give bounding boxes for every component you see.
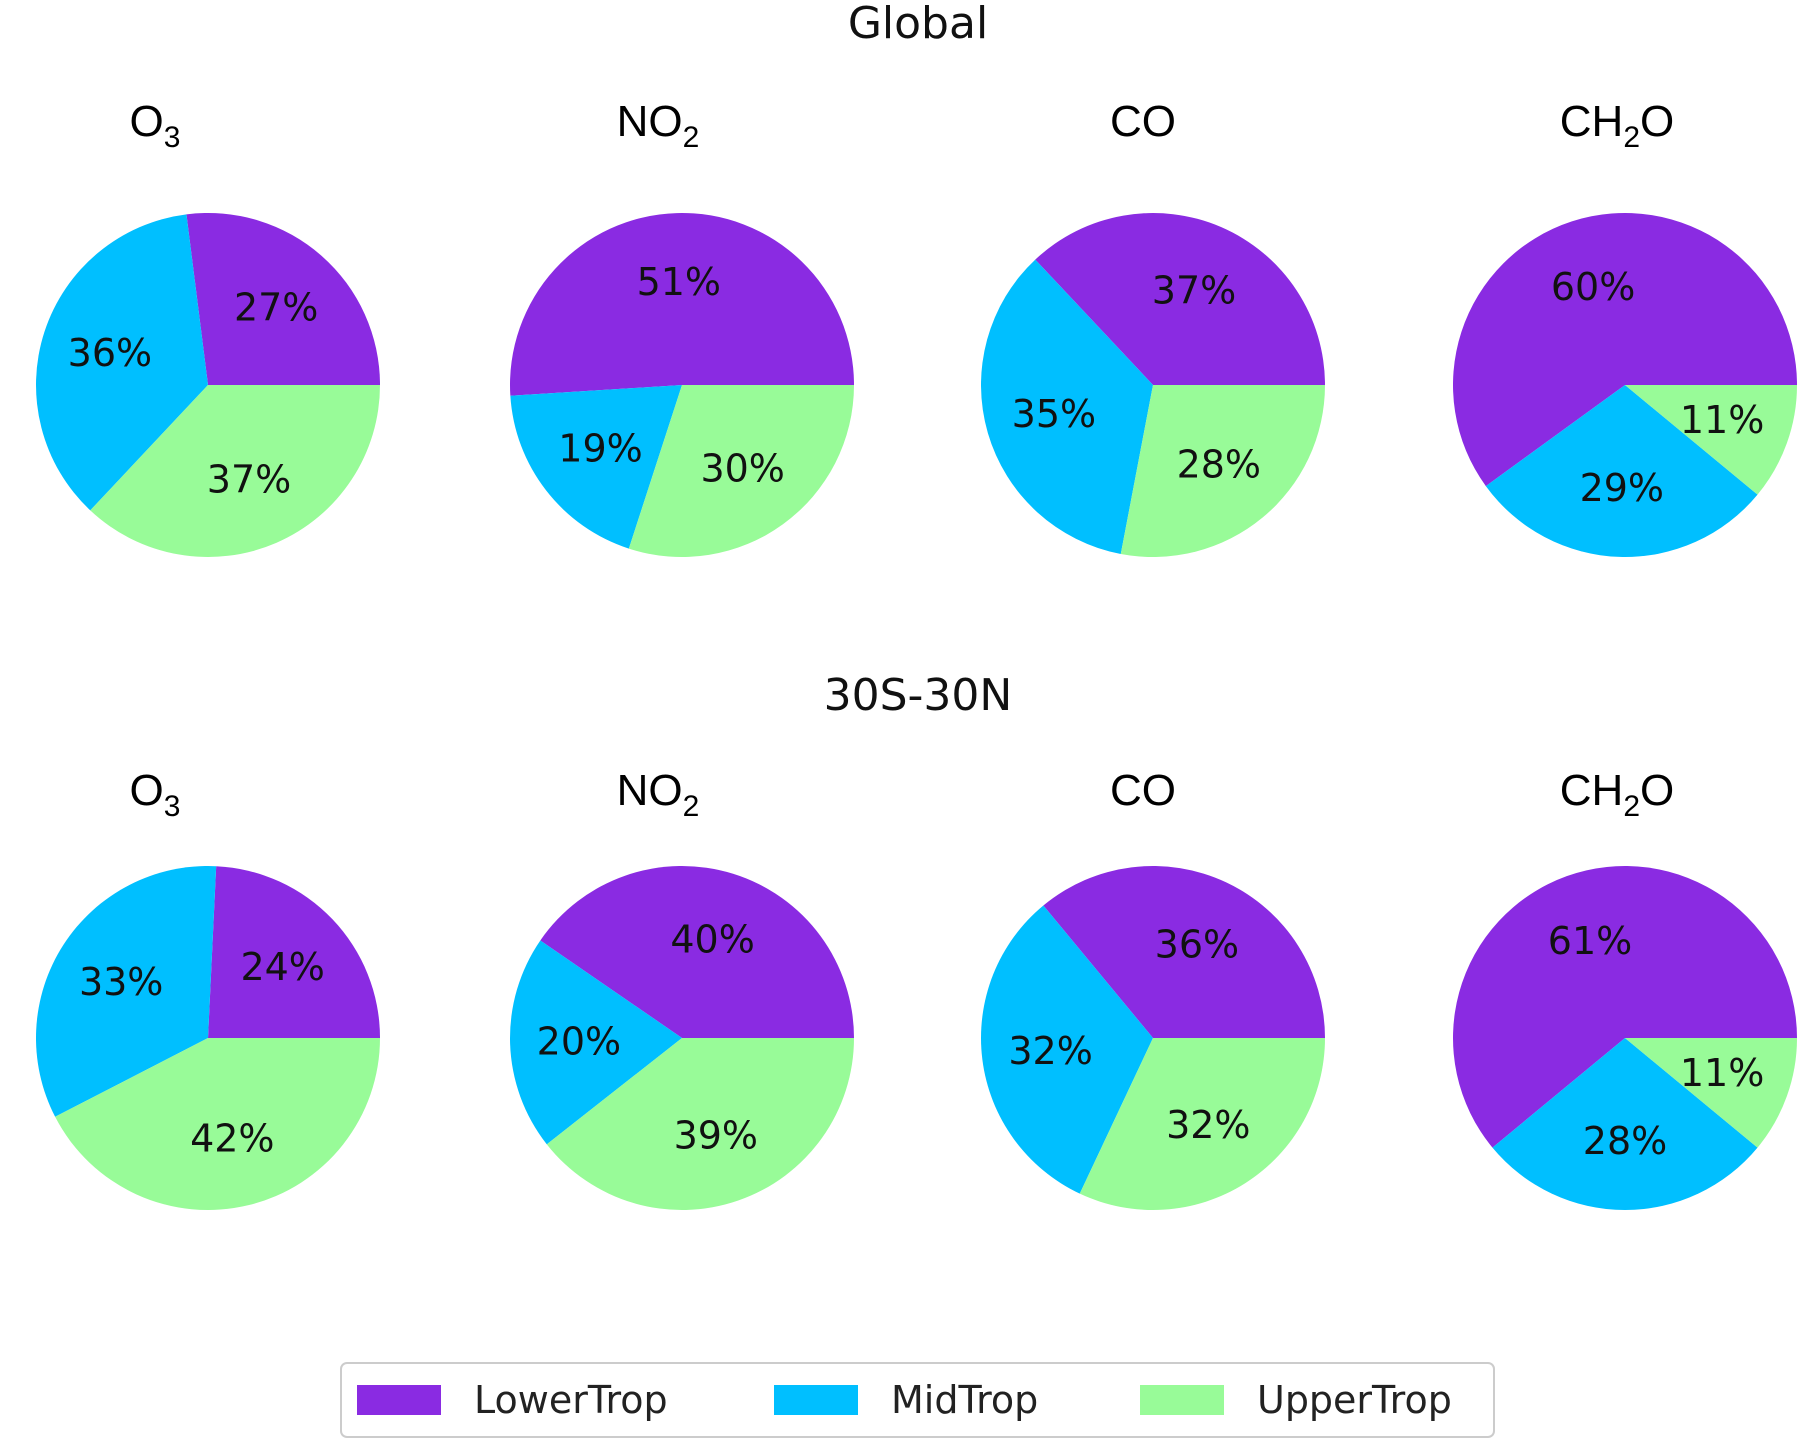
- slice-label: 29%: [1580, 466, 1664, 510]
- pie-slice-midtrop: [1485, 385, 1758, 558]
- legend-entry: UpperTrop: [1140, 1378, 1452, 1422]
- pie-title-suffix: O: [1640, 766, 1674, 815]
- slice-label: 30%: [700, 447, 784, 491]
- group-title: 30S-30N: [824, 670, 1013, 721]
- pie-title-subscript: 2: [683, 790, 700, 823]
- pie-slice-uppertrop: [1079, 1038, 1325, 1210]
- slice-label: 37%: [207, 458, 291, 502]
- pie-slice-uppertrop: [1120, 385, 1325, 557]
- pie-chart: O3 24% 33% 42%: [35, 766, 381, 1210]
- slice-label: 39%: [674, 1114, 758, 1158]
- slice-label: 32%: [1008, 1029, 1092, 1073]
- pie-slice-midtrop: [36, 214, 208, 511]
- pie-slice-midtrop: [981, 259, 1153, 554]
- pie-title-subscript: 2: [683, 121, 700, 154]
- pie-chart: CO 36% 32% 32%: [980, 766, 1325, 1210]
- pie-slice-lowertrop: [186, 213, 380, 385]
- pie-chart: CH2O 60% 29% 11%: [1453, 97, 1797, 558]
- pie-slice-lowertrop: [208, 866, 380, 1038]
- pie-chart: O3 27% 36% 37%: [36, 97, 380, 557]
- slice-label: 36%: [68, 331, 152, 375]
- pie-slice-uppertrop: [55, 1038, 381, 1210]
- slice-label: 40%: [670, 918, 754, 962]
- pie-title-subscript: 2: [1623, 790, 1640, 823]
- pie-title: NO2: [617, 97, 700, 154]
- legend-swatch: [774, 1385, 858, 1415]
- slice-label: 33%: [79, 960, 163, 1004]
- pie-group: 30S-30NO324%33%42%NO240%20%39%CO36%32%32…: [35, 670, 1797, 1211]
- pie-title: CH2O: [1560, 97, 1674, 154]
- slice-label: 42%: [190, 1116, 274, 1160]
- slice-label: 36%: [1155, 923, 1239, 967]
- slice-label: 19%: [558, 426, 642, 470]
- slice-label: 35%: [1012, 392, 1096, 436]
- slice-label: 37%: [1152, 268, 1236, 312]
- pie-slice-lowertrop: [509, 212, 855, 396]
- pie-title-subscript: 2: [1623, 121, 1640, 154]
- pie-chart: CH2O 61% 28% 11%: [1453, 766, 1797, 1211]
- pie-title-base: O: [130, 97, 164, 146]
- slice-label: 20%: [537, 1019, 621, 1063]
- slice-label: 11%: [1680, 398, 1764, 442]
- pie-chart: CO 37% 35% 28%: [981, 97, 1325, 557]
- slice-label: 32%: [1166, 1103, 1250, 1147]
- group-title: Global: [848, 0, 988, 49]
- legend-swatch: [1140, 1385, 1224, 1415]
- pie-slice-lowertrop: [1043, 865, 1325, 1038]
- pie-slice-midtrop: [510, 385, 682, 549]
- slice-label: 61%: [1548, 919, 1632, 963]
- slice-label: 51%: [637, 260, 721, 304]
- pie-title-base: O: [130, 766, 164, 815]
- legend-label: LowerTrop: [474, 1378, 668, 1422]
- slice-label: 27%: [234, 286, 318, 330]
- pie-slice-lowertrop: [540, 866, 854, 1038]
- slice-label: 28%: [1177, 443, 1261, 487]
- pie-chart: NO2 40% 20% 39%: [510, 766, 854, 1210]
- pie-title: O3: [130, 766, 181, 823]
- legend-label: MidTrop: [891, 1378, 1038, 1422]
- pie-slice-uppertrop: [546, 1038, 854, 1210]
- pie-slice-lowertrop: [1453, 212, 1797, 487]
- pie-title-base: CH: [1560, 97, 1624, 146]
- pie-title: CO: [1110, 97, 1176, 146]
- legend-label: UpperTrop: [1257, 1378, 1452, 1422]
- pie-title: NO2: [617, 766, 700, 823]
- pie-slice-uppertrop: [1625, 385, 1797, 495]
- pie-title-base: NO: [617, 766, 683, 815]
- pie-title: CH2O: [1560, 766, 1674, 823]
- pie-title-base: NO: [617, 97, 683, 146]
- pie-title: CO: [1110, 766, 1176, 815]
- pie-title-base: CO: [1110, 97, 1176, 146]
- pie-title-suffix: O: [1640, 97, 1674, 146]
- pie-slice-uppertrop: [1625, 1038, 1797, 1148]
- legend-swatch: [357, 1385, 441, 1415]
- slice-label: 60%: [1551, 265, 1635, 309]
- pie-title-base: CH: [1560, 766, 1624, 815]
- pie-chart: NO2 51% 19% 30%: [509, 97, 855, 557]
- legend-entry: LowerTrop: [357, 1378, 668, 1422]
- pie-slice-lowertrop: [1453, 866, 1797, 1148]
- pie-slice-midtrop: [35, 865, 217, 1117]
- slice-label: 28%: [1583, 1119, 1667, 1163]
- legend-entry: MidTrop: [774, 1378, 1038, 1422]
- legend: LowerTrop MidTrop UpperTrop: [340, 1362, 1495, 1438]
- slice-label: 24%: [240, 945, 324, 989]
- legend-frame: [340, 1362, 1495, 1438]
- pie-title-base: CO: [1110, 766, 1176, 815]
- pie-title-subscript: 3: [164, 790, 181, 823]
- pie-title-subscript: 3: [164, 121, 181, 154]
- slice-label: 11%: [1680, 1051, 1764, 1095]
- pie-slice-midtrop: [1492, 1038, 1758, 1211]
- pie-slice-midtrop: [980, 905, 1153, 1194]
- pie-slice-lowertrop: [1035, 213, 1325, 385]
- pie-slice-uppertrop: [90, 385, 380, 557]
- pie-slice-uppertrop: [628, 385, 854, 557]
- pie-title: O3: [130, 97, 181, 154]
- pie-slice-midtrop: [510, 940, 682, 1145]
